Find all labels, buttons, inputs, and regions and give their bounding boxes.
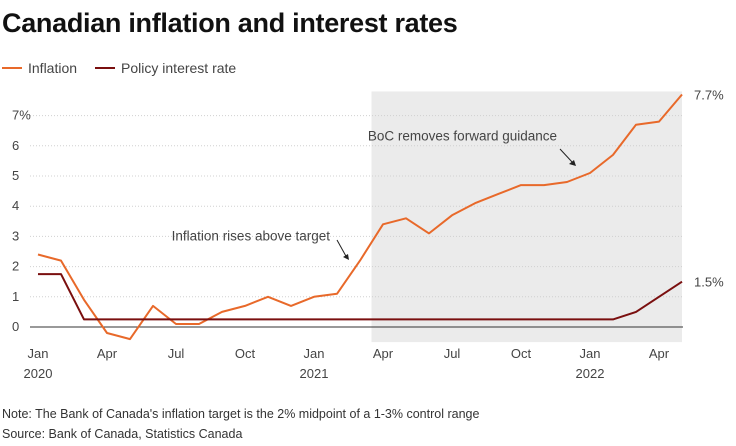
inflation-end-label: 7.7% bbox=[694, 87, 724, 102]
legend-label-policy-rate: Policy interest rate bbox=[121, 60, 237, 76]
annotation-arrow-head bbox=[569, 160, 576, 166]
x-tick-year-label: 2021 bbox=[300, 366, 329, 381]
x-tick-year-label: 2022 bbox=[576, 366, 605, 381]
x-tick-label: Jan bbox=[304, 346, 325, 361]
x-tick-label: Oct bbox=[235, 346, 256, 361]
y-tick-label: 4 bbox=[12, 198, 19, 213]
chart-title: Canadian inflation and interest rates bbox=[2, 8, 458, 38]
legend-label-inflation: Inflation bbox=[28, 60, 78, 76]
x-tick-year-label: 2020 bbox=[24, 366, 53, 381]
legend: Inflation Policy interest rate bbox=[2, 60, 254, 76]
y-tick-label: 0 bbox=[12, 319, 19, 334]
x-tick-label: Apr bbox=[97, 346, 118, 361]
x-tick-label: Jan bbox=[580, 346, 601, 361]
source-line: Source: Bank of Canada, Statistics Canad… bbox=[2, 427, 243, 441]
policy-rate-end-label: 1.5% bbox=[694, 275, 724, 290]
chart-plot: 0 1 2 3 4 5 6 7% Jan 2020 Apr Jul Oct Jan 2021 Apr Jul Oc… bbox=[12, 87, 724, 381]
x-tick-label: Jan bbox=[28, 346, 49, 361]
y-tick-label: 3 bbox=[12, 228, 19, 243]
x-tick-label: Jul bbox=[168, 346, 185, 361]
footnote: Note: The Bank of Canada's inflation tar… bbox=[2, 407, 480, 421]
x-tick-label: Oct bbox=[511, 346, 532, 361]
annotation-inflation-rises: Inflation rises above target bbox=[172, 228, 331, 243]
x-tick-label: Apr bbox=[649, 346, 670, 361]
y-tick-label: 5 bbox=[12, 168, 19, 183]
x-tick-label: Jul bbox=[444, 346, 461, 361]
legend-swatch-policy-rate bbox=[95, 67, 116, 69]
y-tick-label: 2 bbox=[12, 259, 19, 274]
annotation-boc-guidance: BoC removes forward guidance bbox=[368, 129, 557, 144]
y-tick-label: 1 bbox=[12, 289, 19, 304]
x-tick-label: Apr bbox=[373, 346, 394, 361]
legend-item-policy-rate: Policy interest rate bbox=[95, 60, 236, 76]
y-tick-label: 6 bbox=[12, 138, 19, 153]
annotation-arrow-head bbox=[343, 254, 349, 260]
annotation-arrow-line bbox=[559, 148, 574, 164]
legend-item-inflation: Inflation bbox=[2, 60, 77, 76]
legend-swatch-inflation bbox=[2, 67, 22, 69]
annotation-arrow-line bbox=[336, 239, 348, 259]
y-tick-label: 7% bbox=[12, 108, 31, 123]
